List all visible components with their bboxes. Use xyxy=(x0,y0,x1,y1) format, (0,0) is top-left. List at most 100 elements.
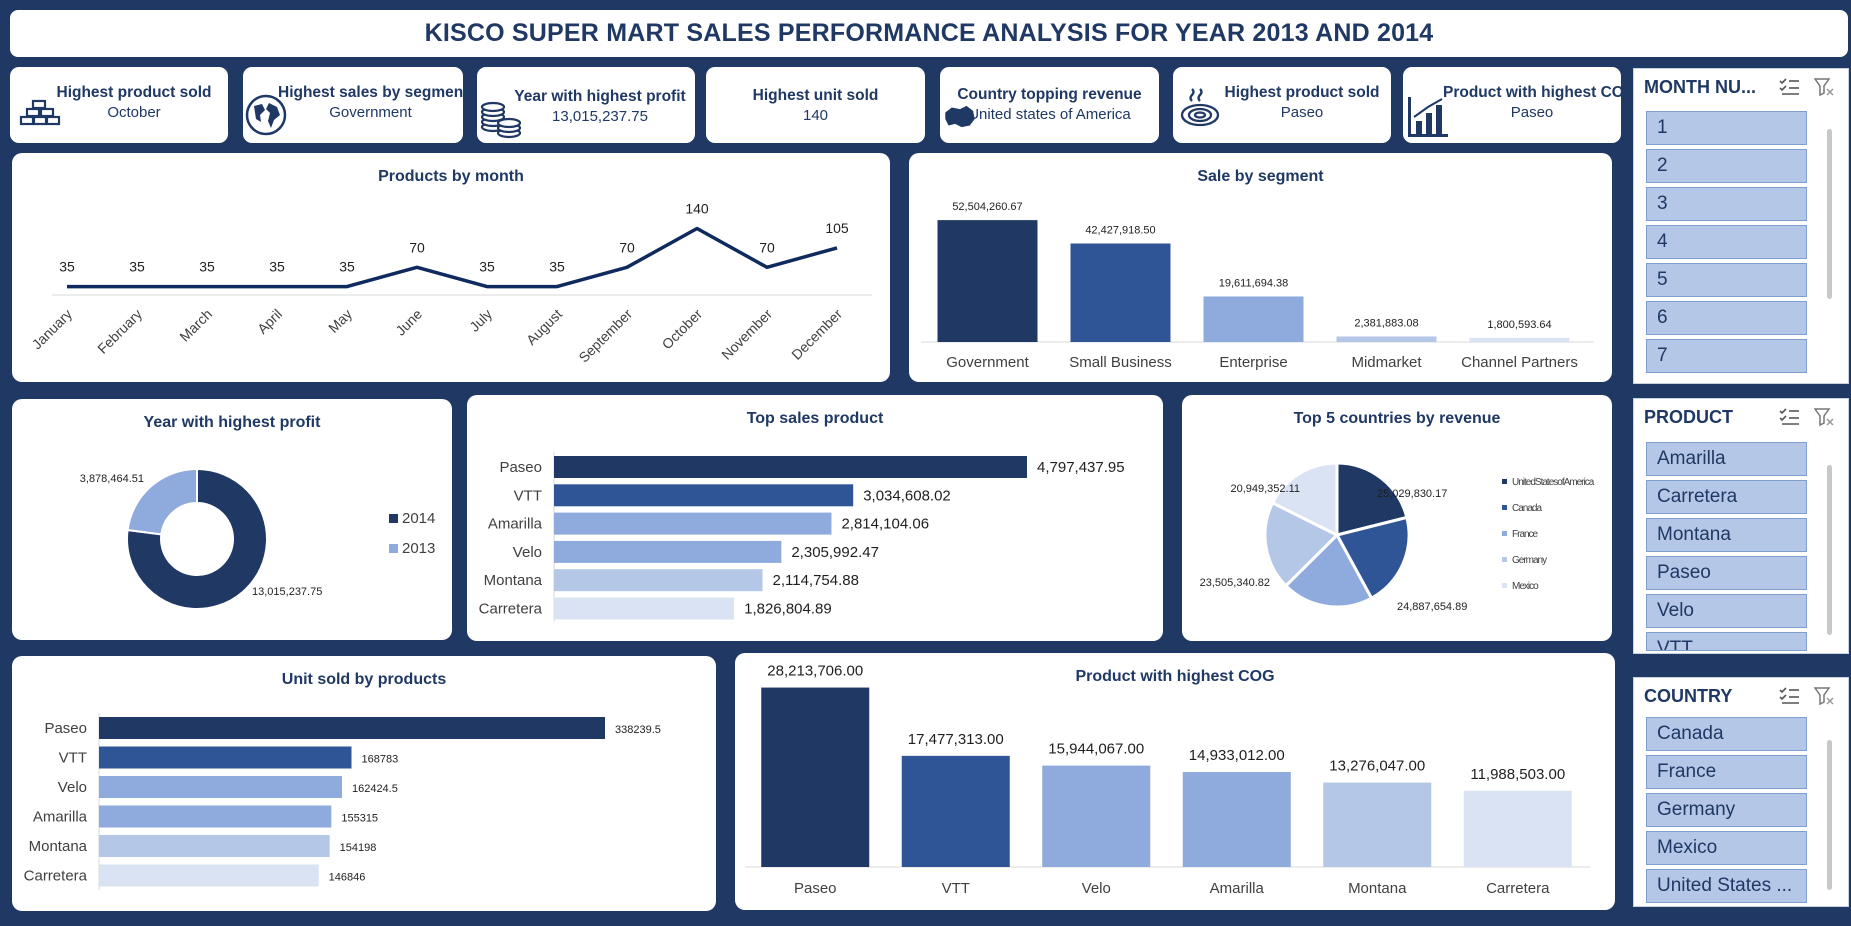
bar xyxy=(1203,296,1304,342)
dashboard-title: KISCO SUPER MART SALES PERFORMANCE ANALY… xyxy=(424,19,1434,47)
year-highest-profit-plot: 13,015,237.75 3,878,464.51 2014 2013 xyxy=(80,467,435,610)
slicer-item[interactable]: France xyxy=(1646,755,1807,789)
bar xyxy=(554,540,782,563)
x-tick-label: Enterprise xyxy=(1219,354,1287,371)
bar xyxy=(1070,243,1171,342)
slicer-item[interactable]: Paseo xyxy=(1646,556,1807,590)
slicer-item[interactable]: United States ... xyxy=(1646,869,1807,903)
pie-slice xyxy=(1283,532,1374,609)
bar xyxy=(554,597,735,620)
chart-title: Sale by segment xyxy=(1197,168,1324,185)
bar xyxy=(1042,765,1151,867)
slicer-scrollbar[interactable] xyxy=(1827,465,1832,635)
bar xyxy=(554,512,832,535)
legend-label: Canada xyxy=(1512,503,1542,514)
product-highest-cog-plot: 28,213,706.00 Paseo 17,477,313.00 VTT 15,944… xyxy=(745,663,1590,897)
kpi-value: 140 xyxy=(802,107,829,124)
slicer-item[interactable]: 3 xyxy=(1646,187,1807,221)
slicer-item[interactable]: Carretera xyxy=(1646,480,1807,514)
data-label: 162424.5 xyxy=(352,783,398,795)
legend-swatch xyxy=(1502,531,1507,536)
slicer-item[interactable]: 6 xyxy=(1646,301,1807,335)
data-label: 35 xyxy=(199,259,215,275)
bar xyxy=(1323,782,1432,867)
data-label: 24,887,654.89 xyxy=(1397,601,1467,613)
clear-filter-icon[interactable] xyxy=(1814,77,1834,97)
year-highest-profit-chart: Year with highest profit 13,015,237.75 3,… xyxy=(12,399,452,640)
kpi-value: Government xyxy=(329,104,412,121)
bar xyxy=(1469,337,1570,342)
data-label: 23,505,340.82 xyxy=(1200,577,1270,589)
data-label: 13,276,047.00 xyxy=(1329,758,1425,775)
data-label: 70 xyxy=(759,239,775,255)
data-label: 70 xyxy=(619,239,635,255)
pie-slice xyxy=(1270,461,1339,538)
kpi-value: October xyxy=(107,104,161,121)
data-label: 2,814,104.06 xyxy=(841,516,929,533)
kpi-card-year-highest-profit: Year with highest profit 13,015,237.75 xyxy=(477,67,695,143)
x-tick-label: December xyxy=(788,306,845,363)
kpi-label: Highest product sold xyxy=(56,84,212,101)
slicer-scrollbar[interactable] xyxy=(1827,129,1832,299)
y-tick-label: Amarilla xyxy=(33,809,88,826)
x-tick-label: Midmarket xyxy=(1351,354,1422,371)
bar xyxy=(1336,336,1437,342)
kpi-value: Paseo xyxy=(1280,104,1324,121)
multi-select-icon[interactable] xyxy=(1778,686,1800,706)
chart-title: Top sales product xyxy=(746,410,884,427)
legend-swatch xyxy=(1502,505,1507,510)
slicer-item[interactable]: 1 xyxy=(1646,111,1807,145)
country-slicer[interactable]: COUNTRY Canada France Germany Mexico United … xyxy=(1633,677,1849,907)
dashboard-title-bar: KISCO SUPER MART SALES PERFORMANCE ANALY… xyxy=(10,10,1848,57)
data-label: 28,213,706.00 xyxy=(767,663,863,680)
data-label: 154198 xyxy=(340,842,377,854)
slicer-item[interactable]: Velo xyxy=(1646,594,1807,628)
legend-label: France xyxy=(1512,529,1539,540)
multi-select-icon[interactable] xyxy=(1778,77,1800,97)
y-tick-label: Amarilla xyxy=(488,516,543,533)
data-label: 11,988,503.00 xyxy=(1470,766,1565,783)
bar xyxy=(901,755,1010,867)
month-number-slicer[interactable]: MONTH NU... 1 2 3 4 5 6 7 xyxy=(1633,68,1849,384)
slicer-item[interactable]: Mexico xyxy=(1646,831,1807,865)
kpi-card-highest-product-month: Highest product sold October xyxy=(10,67,228,143)
bar xyxy=(937,220,1038,342)
slicer-item[interactable]: VTT xyxy=(1646,632,1807,651)
top-countries-revenue-chart: Top 5 countries by revenue 25,029,830.17… xyxy=(1182,395,1612,664)
data-label: 35 xyxy=(269,259,285,275)
data-label: 1,826,804.89 xyxy=(744,601,832,618)
y-tick-label: Velo xyxy=(58,779,87,796)
slicer-scrollbar[interactable] xyxy=(1827,740,1832,890)
donut-slice xyxy=(126,467,198,536)
data-label: 2,305,992.47 xyxy=(791,544,879,561)
bar xyxy=(99,746,352,769)
data-label: 20,949,352.11 xyxy=(1230,483,1300,495)
product-slicer[interactable]: PRODUCT Amarilla Carretera Montana Paseo Vel… xyxy=(1633,398,1849,654)
kpi-value: United states of America xyxy=(968,106,1131,123)
slicer-item[interactable]: Montana xyxy=(1646,518,1807,552)
slicer-item[interactable]: 4 xyxy=(1646,225,1807,259)
sale-by-segment-plot: 52,504,260.67 Government 42,427,918.50 Smal… xyxy=(921,201,1594,371)
bar xyxy=(99,864,319,887)
legend-swatch xyxy=(1502,479,1507,484)
slicer-item[interactable]: Canada xyxy=(1646,717,1807,751)
data-label: 155315 xyxy=(341,813,378,825)
clear-filter-icon[interactable] xyxy=(1814,686,1834,706)
chart-title: Unit sold by products xyxy=(281,671,447,688)
chart-title: Year with highest profit xyxy=(143,414,321,431)
kpi-value: 13,015,237.75 xyxy=(552,108,648,125)
globe-icon xyxy=(245,94,287,136)
slicer-item[interactable]: 7 xyxy=(1646,339,1807,373)
series-line xyxy=(67,226,838,289)
multi-select-icon[interactable] xyxy=(1778,407,1800,427)
x-tick-label: April xyxy=(254,306,285,337)
clear-filter-icon[interactable] xyxy=(1814,407,1834,427)
x-tick-label: August xyxy=(523,306,565,348)
slicer-item[interactable]: 5 xyxy=(1646,263,1807,297)
sale-by-segment-chart: Sale by segment 52,504,260.67 Government 4… xyxy=(909,153,1612,382)
slicer-item[interactable]: 2 xyxy=(1646,149,1807,183)
slicer-item[interactable]: Germany xyxy=(1646,793,1807,827)
slicer-item[interactable]: Amarilla xyxy=(1646,442,1807,476)
product-highest-cog-chart: Product with highest COG 28,213,706.00 Pa… xyxy=(735,653,1615,910)
y-tick-label: Montana xyxy=(29,838,88,855)
